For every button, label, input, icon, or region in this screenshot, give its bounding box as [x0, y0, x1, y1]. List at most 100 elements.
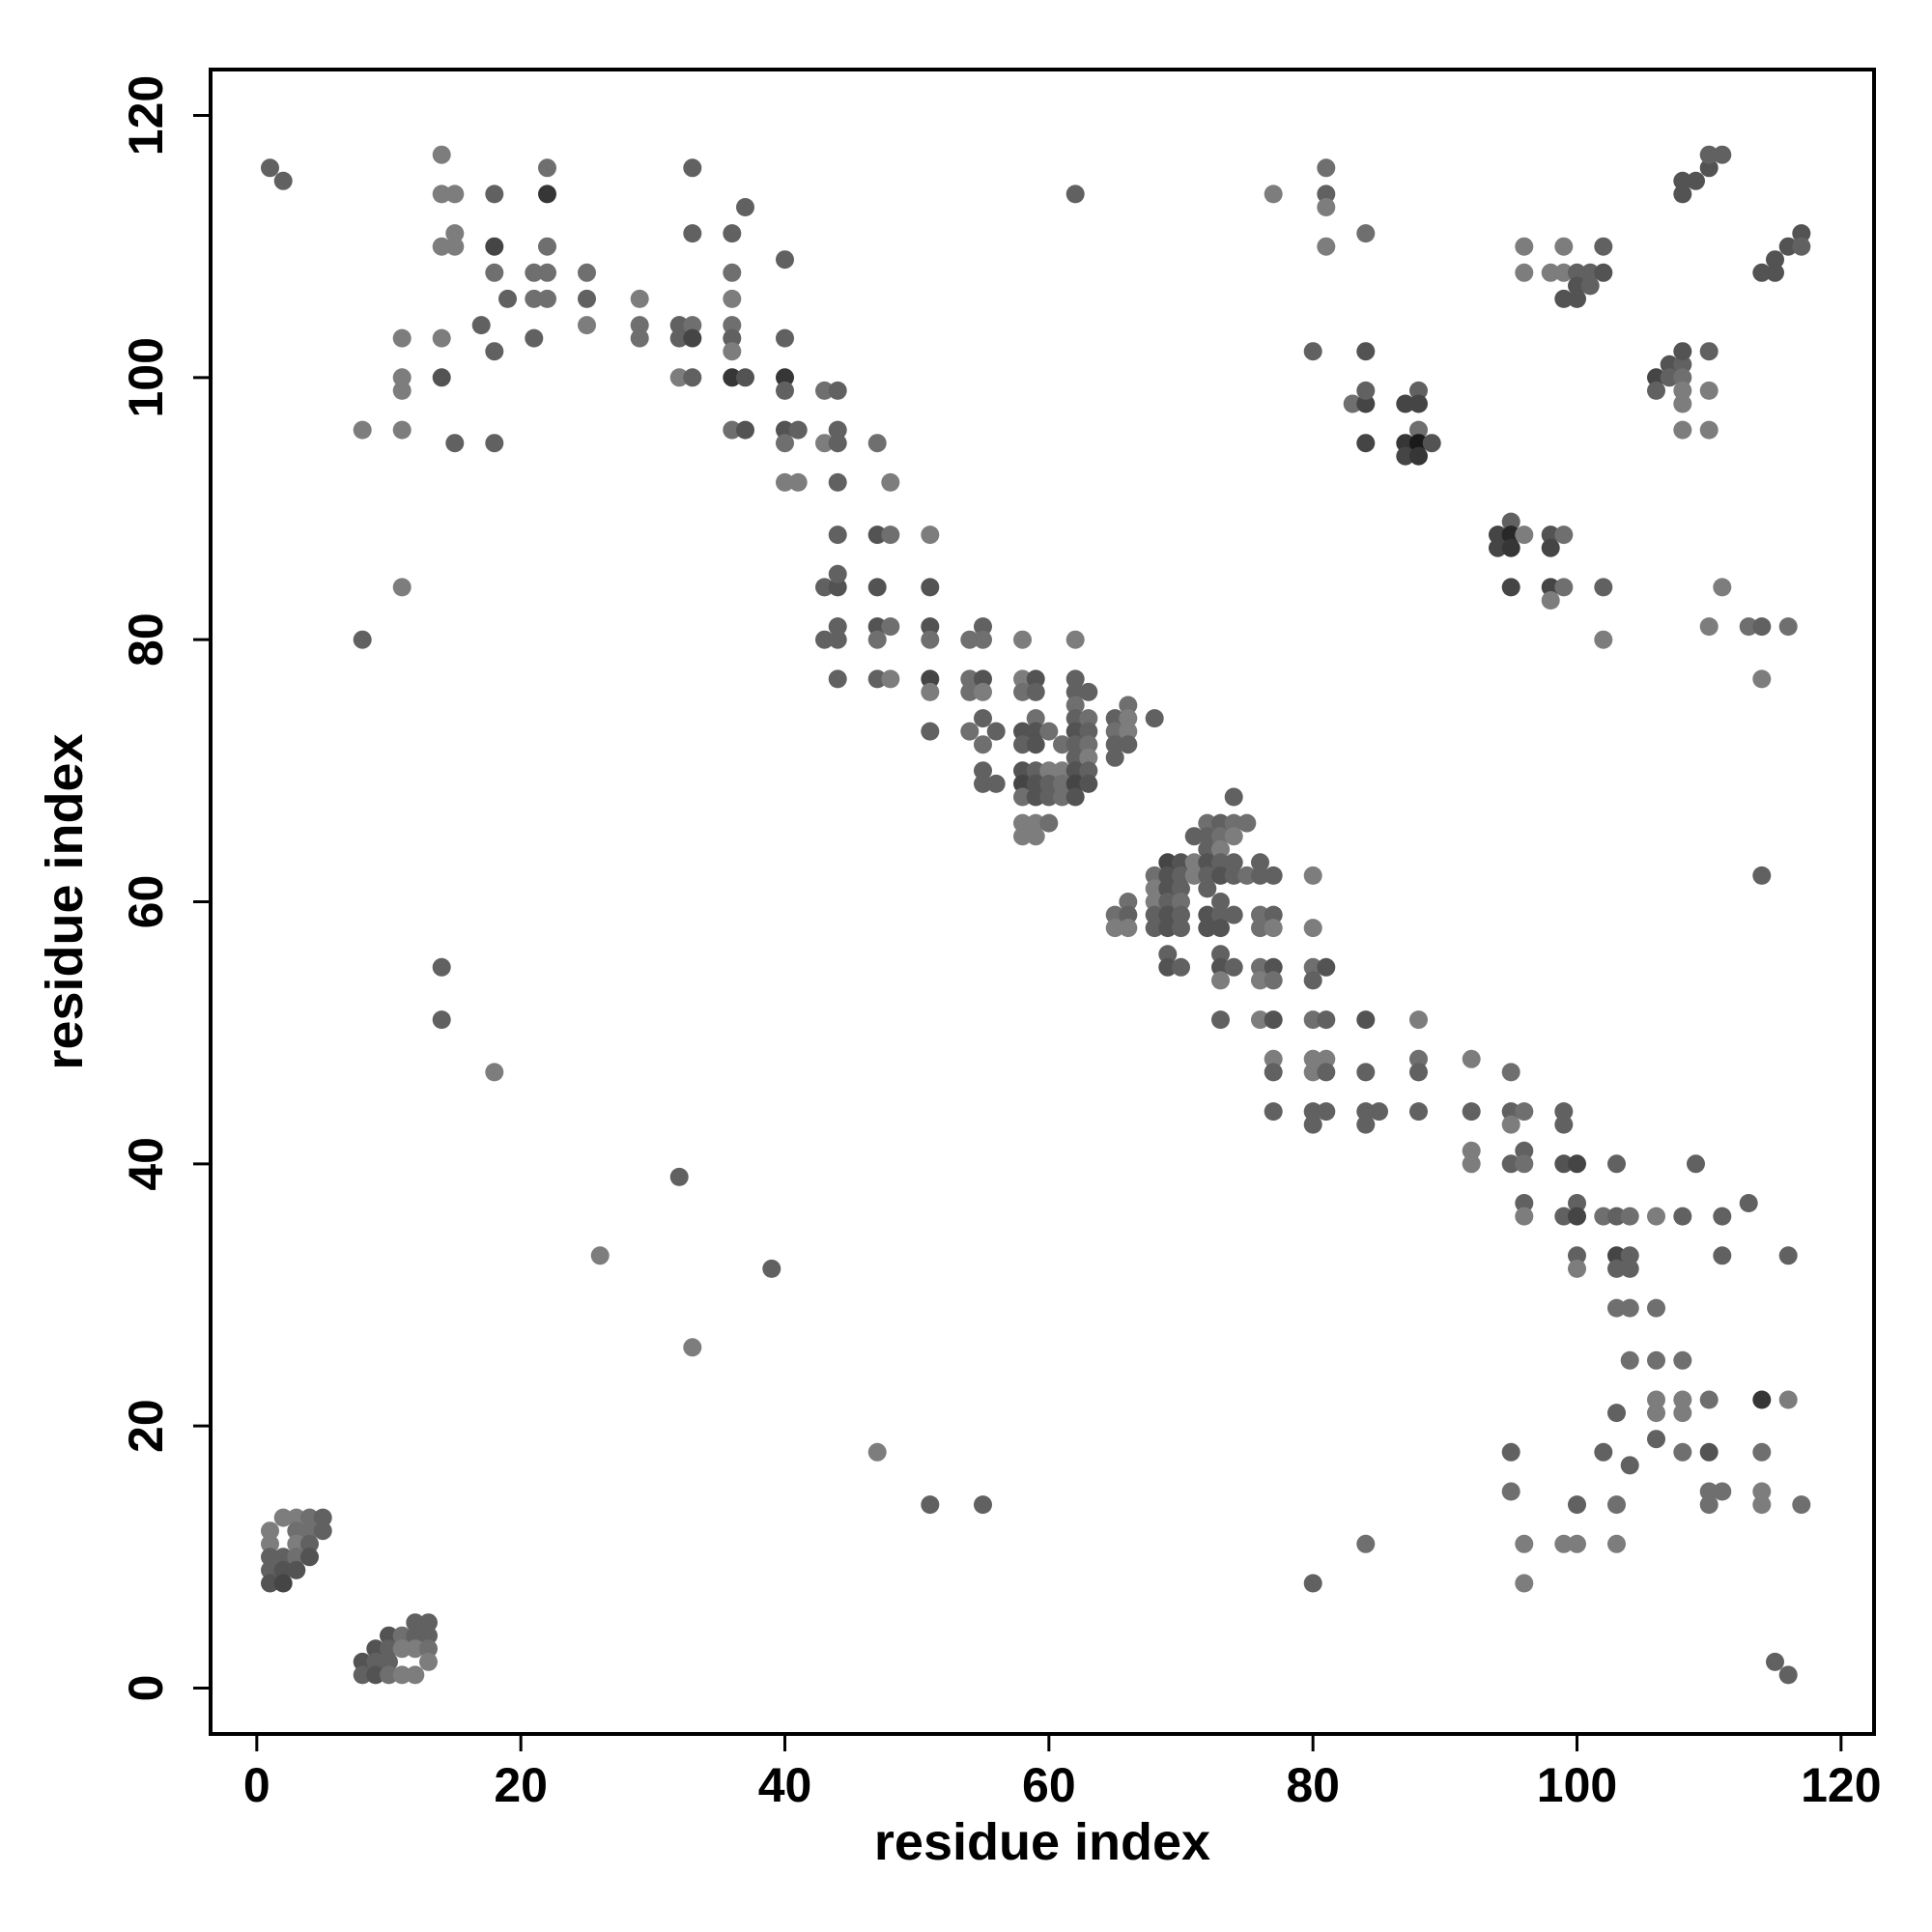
contact-point — [1303, 919, 1322, 938]
contact-point — [1343, 394, 1362, 413]
contact-point — [815, 578, 834, 597]
contact-point — [1699, 381, 1719, 400]
contact-point — [498, 289, 517, 308]
contact-point — [432, 957, 451, 977]
contact-point — [1013, 722, 1032, 741]
contact-point — [1264, 1049, 1283, 1068]
contact-point — [485, 342, 504, 361]
contact-point — [974, 630, 992, 649]
contact-point — [1515, 1207, 1534, 1226]
contact-point — [1554, 237, 1574, 256]
contact-point — [683, 316, 702, 335]
contact-point — [1119, 709, 1138, 728]
contact-point — [1713, 145, 1732, 164]
contact-point — [392, 1626, 412, 1645]
contact-point — [432, 185, 451, 204]
contact-point — [1251, 853, 1269, 872]
contact-point — [1039, 813, 1059, 833]
contact-point — [1065, 748, 1085, 767]
contact-point — [1647, 1207, 1665, 1226]
contact-point — [776, 250, 794, 270]
contact-point — [445, 185, 465, 204]
contact-point — [392, 328, 412, 348]
contact-point — [921, 630, 940, 649]
contact-point — [578, 316, 596, 335]
contact-point — [1105, 748, 1124, 767]
contact-point — [1409, 1063, 1428, 1082]
contact-point — [1409, 434, 1428, 453]
contact-point — [1752, 1442, 1772, 1462]
contact-point — [1264, 1102, 1283, 1122]
contact-point — [1172, 905, 1190, 924]
contact-point — [1145, 879, 1164, 898]
contact-point — [1224, 905, 1243, 924]
contact-point — [1039, 774, 1059, 793]
contact-point — [380, 1665, 398, 1685]
contact-point — [1778, 617, 1798, 637]
contact-point — [1501, 1115, 1520, 1134]
contact-point — [1053, 735, 1071, 754]
contact-point — [1568, 1495, 1586, 1515]
contact-point — [1752, 1390, 1772, 1409]
contact-point — [1172, 879, 1190, 898]
contact-point — [867, 630, 887, 649]
contact-point — [1687, 1154, 1705, 1174]
contact-point — [1198, 853, 1217, 872]
contact-point — [881, 617, 900, 637]
contact-point — [776, 328, 794, 348]
contact-point — [1699, 1442, 1719, 1462]
contact-point — [1660, 355, 1679, 374]
contact-point — [419, 1626, 438, 1645]
contact-point — [1224, 866, 1243, 885]
contact-point — [921, 1495, 940, 1515]
contact-point — [1251, 866, 1269, 885]
contact-point — [1065, 682, 1085, 701]
contact-point — [1501, 538, 1520, 557]
contact-point — [683, 368, 702, 387]
contact-point — [828, 630, 847, 649]
contact-point — [538, 263, 556, 282]
contact-point — [1554, 1115, 1574, 1134]
contact-point — [1317, 158, 1336, 178]
contact-point — [273, 1548, 293, 1567]
contact-point — [867, 434, 887, 453]
contact-point — [1317, 237, 1336, 256]
contact-point — [1594, 237, 1613, 256]
contact-point — [1607, 1404, 1626, 1423]
contact-point — [723, 420, 742, 440]
contact-point — [736, 420, 754, 440]
contact-point — [1409, 446, 1428, 466]
contact-point — [1370, 1102, 1388, 1122]
contact-point — [1356, 381, 1376, 400]
contact-point — [300, 1521, 319, 1541]
contact-point — [485, 237, 504, 256]
contact-point — [261, 1534, 279, 1553]
contact-point — [1303, 1010, 1322, 1030]
contact-point — [921, 578, 940, 597]
contact-point — [1594, 578, 1613, 597]
contact-point — [1039, 761, 1059, 781]
contact-point — [406, 1613, 425, 1633]
contact-point — [578, 263, 596, 282]
contact-point — [1607, 1154, 1626, 1174]
contact-point — [1211, 945, 1230, 964]
contact-point — [1396, 434, 1415, 453]
contact-point — [1317, 198, 1336, 216]
contact-point — [538, 158, 556, 178]
contact-point — [1422, 434, 1441, 453]
contact-point — [1620, 1456, 1639, 1475]
contact-point — [723, 224, 742, 243]
contact-point — [392, 1639, 412, 1659]
contact-point — [1713, 578, 1732, 597]
contact-point — [630, 316, 649, 335]
contact-point — [815, 630, 834, 649]
contact-point — [380, 1652, 398, 1671]
contact-point — [1303, 1102, 1322, 1122]
contact-point — [485, 263, 504, 282]
contact-point — [1172, 893, 1190, 911]
contact-point — [1211, 839, 1230, 859]
contact-point — [1224, 813, 1243, 833]
contact-point — [1501, 526, 1520, 545]
points-layer — [261, 145, 1811, 1685]
contact-point — [300, 1548, 319, 1567]
